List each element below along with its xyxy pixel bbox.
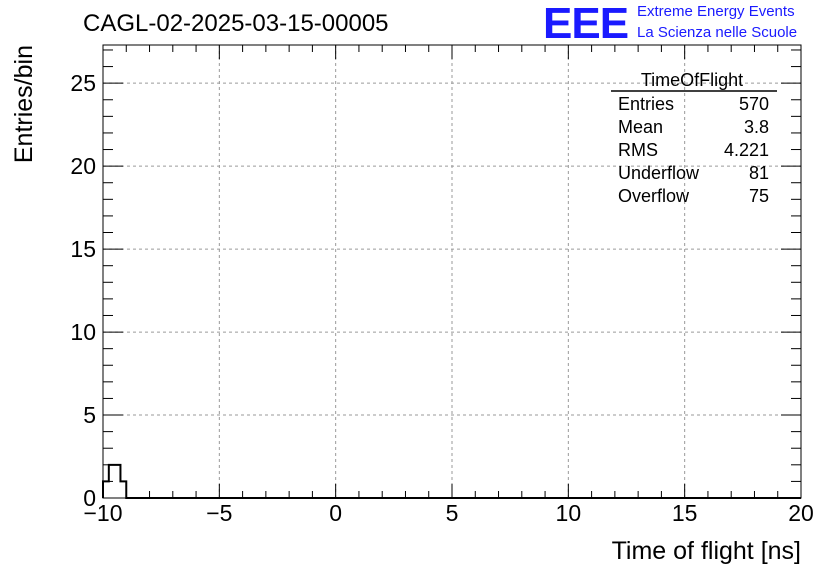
run-title: CAGL-02-2025-03-15-00005 [83, 10, 389, 37]
x-tick-label: −10 [83, 500, 122, 526]
x-tick-label: 5 [446, 500, 459, 526]
stats-underflow-value: 81 [749, 163, 769, 183]
y-tick-label: 0 [83, 485, 96, 511]
x-tick-label: 10 [556, 500, 582, 526]
stats-rms-label: RMS [618, 140, 658, 160]
stats-box-title: TimeOfFlight [641, 70, 743, 90]
eee-logo-line2: La Scienza nelle Scuole [637, 24, 798, 41]
y-tick-label: 15 [70, 236, 96, 262]
stats-mean-label: Mean [618, 117, 663, 137]
y-tick-label: 25 [70, 70, 96, 96]
x-tick-labels: −10 −5 0 5 10 15 20 [83, 500, 813, 526]
stats-underflow-label: Underflow [618, 163, 700, 183]
x-tick-label: 15 [672, 500, 698, 526]
y-tick-label: 5 [83, 402, 96, 428]
stats-box: TimeOfFlight Entries 570 Mean 3.8 RMS 4.… [611, 70, 777, 206]
stats-mean-value: 3.8 [744, 117, 769, 137]
x-tick-label: 0 [329, 500, 342, 526]
plot-frame [102, 44, 802, 499]
eee-logo-line1: Extreme Energy Events [637, 3, 795, 20]
stats-overflow-value: 75 [749, 186, 769, 206]
stats-overflow-label: Overflow [618, 186, 690, 206]
stats-entries-label: Entries [618, 94, 674, 114]
y-axis-title: Entries/bin [10, 45, 38, 163]
eee-logo: EEE [543, 0, 629, 48]
grid-lines [103, 45, 801, 498]
stats-entries-value: 570 [739, 94, 769, 114]
y-tick-labels: 0 5 10 15 20 25 [70, 70, 96, 511]
y-tick-label: 10 [70, 319, 96, 345]
stats-rms-value: 4.221 [724, 140, 769, 160]
x-tick-label: 20 [788, 500, 814, 526]
x-tick-label: −5 [206, 500, 232, 526]
y-tick-label: 20 [70, 153, 96, 179]
x-axis-title: Time of flight [ns] [612, 537, 801, 565]
